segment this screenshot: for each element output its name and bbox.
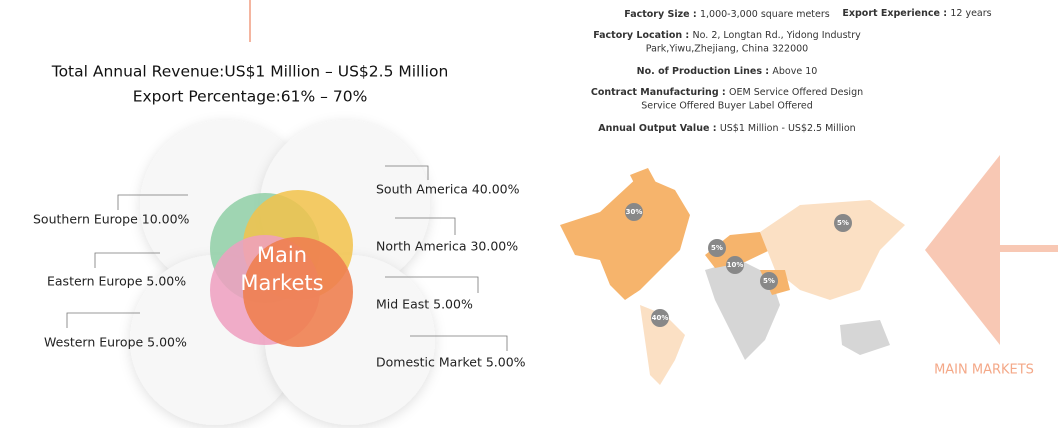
leaders [66,165,508,351]
fact: Annual Output Value : US$1 Million - US$… [598,123,855,134]
market: Mid East 5.00% [376,297,473,312]
pin [834,214,852,232]
export-percentage: Export Percentage:61% – 70% [133,88,368,106]
fact-label: Export Experience : [842,8,950,19]
market: Southern Europe 10.00% [33,212,190,227]
south-america [640,305,685,385]
market: Eastern Europe 5.00% [47,274,186,289]
leader [66,312,140,328]
section-label: MAIN MARKETS [934,363,1034,378]
fact: Factory Size : 1,000-3,000 square meters [624,9,830,20]
market: Domestic Market 5.00% [376,355,526,370]
australia [840,320,890,355]
fact-label: Factory Size : [624,9,700,20]
world-map [560,168,905,385]
pin [708,239,726,257]
market: North America 30.00% [376,239,518,254]
pin-label: 40% [652,314,669,322]
pin [651,309,669,327]
segment [243,237,353,347]
fact-value: Above 10 [772,66,817,77]
fact-value: 12 years [950,8,991,19]
pin-label: 5% [711,244,723,252]
fact-label: Factory Location : [593,30,692,41]
center-label: Markets [240,271,323,295]
fact-label: No. of Production Lines : [637,66,773,77]
arrow-bar [995,245,1058,252]
market: South America 40.00% [376,182,520,197]
fact-label: Annual Output Value : [598,123,720,134]
pin-label: 10% [727,261,744,269]
pin [726,256,744,274]
revenue: Total Annual Revenue:US$1 Million – US$2… [51,63,449,81]
fact-value: 1,000-3,000 square meters [700,9,830,20]
market: Western Europe 5.00% [44,335,187,350]
pin [625,203,643,221]
greenland [630,168,660,205]
leader [117,194,188,210]
fact-value: US$1 Million - US$2.5 Million [720,123,856,134]
arrow [925,155,1000,345]
fact-value: No. 2, Longtan Rd., Yidong Industry [693,30,862,41]
pin-label: 5% [763,277,775,285]
fact: Export Experience : 12 years [842,8,991,19]
leader [94,252,160,268]
leader [385,165,429,180]
leader [395,217,456,235]
fact-value: OEM Service Offered Design [729,87,863,98]
fact: Contract Manufacturing : OEM Service Off… [591,87,863,98]
fact-value: Park,Yiwu,Zhejiang, China 322000 [646,44,808,55]
europe [705,232,770,268]
pin-label: 30% [626,208,643,216]
asia [760,200,905,300]
fact-label: Contract Manufacturing : [591,87,729,98]
fact: Factory Location : No. 2, Longtan Rd., Y… [593,30,861,41]
leader [410,335,508,351]
fact-value: Service Offered Buyer Label Offered [641,101,813,112]
facts: Factory Size : 1,000-3,000 square meters… [591,8,992,134]
north-america [560,175,690,300]
venn: Main Markets [130,120,435,425]
pins: 30% 5% 10% 5% 40% 5% [625,203,852,327]
pin-label: 5% [837,219,849,227]
leader [385,276,479,293]
center-label: Main [257,243,307,267]
fact: No. of Production Lines : Above 10 [637,66,818,77]
pin [760,272,778,290]
